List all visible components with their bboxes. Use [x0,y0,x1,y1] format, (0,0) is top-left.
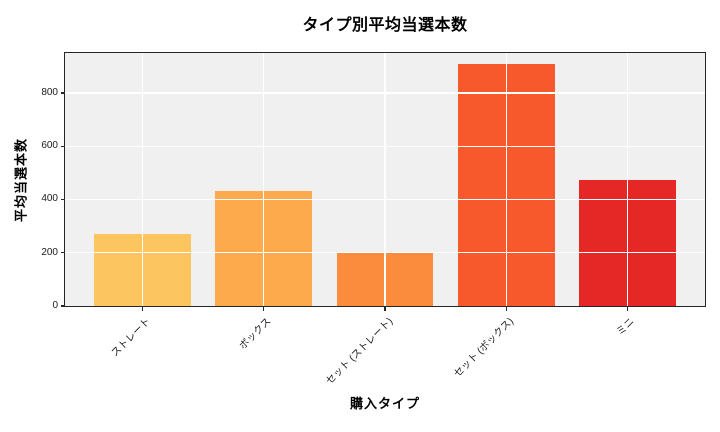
plot-area [64,52,706,307]
y-tick-label: 400 [41,193,58,205]
y-tick-mark [61,198,65,201]
x-tick-mark [626,307,628,311]
y-tick-label: 0 [52,300,58,311]
gridline-vertical [505,53,507,306]
x-tick-label: セット (ストレート) [323,316,395,388]
y-tick-label: 600 [41,140,58,152]
y-tick-mark [61,92,65,94]
y-tick-mark [61,305,65,307]
x-axis-label: 購入タイプ [349,396,420,411]
gridline-vertical [384,53,386,306]
y-tick-label: 200 [41,246,58,258]
gridline-vertical [626,53,628,306]
y-tick-mark [61,252,65,254]
x-tick-mark [384,307,386,311]
x-tick-label: ミニ [615,316,638,338]
x-tick-label: セット (ボックス) [452,316,516,380]
x-tick-label: ボックス [237,316,274,352]
x-tick-mark [505,307,507,311]
x-tick-mark [263,307,265,311]
chart-title: タイプ別平均当選本数 [302,17,468,34]
x-tick-label: ストレート [109,316,153,360]
y-tick-mark [61,145,65,147]
gridline-vertical [141,53,144,306]
y-tick-label: 800 [41,86,58,98]
x-tick-mark [141,307,144,311]
gridline-vertical [263,53,265,306]
